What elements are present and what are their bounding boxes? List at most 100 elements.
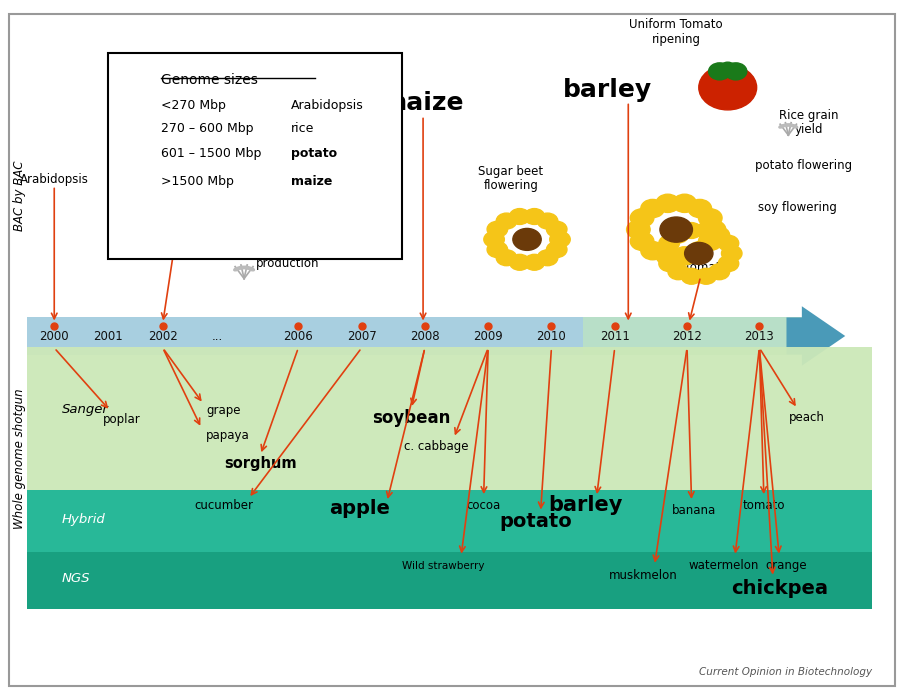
Ellipse shape [247, 267, 254, 271]
Text: 2002: 2002 [148, 330, 177, 342]
FancyBboxPatch shape [27, 346, 871, 553]
Text: Sugar beet
flowering: Sugar beet flowering [478, 164, 543, 193]
FancyBboxPatch shape [27, 490, 871, 553]
Circle shape [658, 256, 678, 272]
Text: tomato: tomato [741, 499, 785, 512]
Text: 601 – 1500 Mbp: 601 – 1500 Mbp [161, 147, 261, 160]
Text: <270 Mbp: <270 Mbp [161, 99, 226, 112]
Text: maize: maize [291, 175, 332, 188]
Text: Uniform Tomato
ripening: Uniform Tomato ripening [628, 18, 722, 46]
Circle shape [681, 223, 701, 239]
Ellipse shape [243, 266, 250, 269]
Text: 2012: 2012 [671, 330, 702, 342]
Text: rice: rice [168, 233, 190, 246]
Text: Wild strawberry: Wild strawberry [401, 561, 484, 570]
Circle shape [496, 213, 517, 229]
Circle shape [667, 227, 688, 243]
Circle shape [487, 221, 507, 237]
Text: soy flowering: soy flowering [757, 200, 835, 214]
Circle shape [536, 250, 557, 266]
Circle shape [698, 65, 756, 110]
FancyBboxPatch shape [9, 14, 894, 686]
Circle shape [656, 247, 679, 265]
Circle shape [629, 232, 653, 251]
Text: c. cabbage: c. cabbage [404, 440, 469, 453]
Circle shape [626, 220, 649, 239]
Text: potato: potato [499, 512, 572, 531]
Circle shape [687, 199, 711, 218]
Circle shape [672, 194, 695, 212]
Text: 2008: 2008 [410, 330, 439, 342]
Text: Current Opinion in Biotechnology: Current Opinion in Biotechnology [698, 667, 871, 677]
Circle shape [487, 241, 507, 258]
Text: apple: apple [329, 499, 390, 519]
Text: watermelon: watermelon [687, 559, 758, 572]
FancyBboxPatch shape [108, 52, 402, 259]
Circle shape [496, 250, 517, 266]
FancyBboxPatch shape [27, 316, 582, 356]
Text: Rice grain
yield: Rice grain yield [778, 108, 838, 136]
Circle shape [640, 199, 664, 218]
Circle shape [656, 194, 679, 212]
Circle shape [483, 232, 504, 247]
Circle shape [524, 209, 544, 225]
Circle shape [718, 235, 738, 251]
Text: 2007: 2007 [347, 330, 376, 342]
Circle shape [672, 247, 695, 265]
Text: ...: ... [211, 330, 222, 342]
Ellipse shape [791, 125, 796, 128]
Circle shape [695, 223, 715, 239]
Text: cocoa: cocoa [466, 499, 500, 512]
Circle shape [509, 209, 529, 225]
Circle shape [698, 209, 721, 227]
Circle shape [695, 268, 715, 284]
Text: Sanger: Sanger [61, 403, 108, 416]
Text: NGS: NGS [61, 573, 90, 585]
Circle shape [658, 235, 678, 251]
Circle shape [509, 254, 529, 270]
Circle shape [667, 264, 688, 280]
Text: BAC by BAC: BAC by BAC [14, 161, 26, 231]
Circle shape [698, 232, 721, 251]
Text: 2013: 2013 [744, 330, 773, 342]
Text: 270 – 600 Mbp: 270 – 600 Mbp [161, 122, 253, 135]
Circle shape [640, 241, 664, 260]
Text: potato flowering: potato flowering [754, 158, 851, 172]
Circle shape [721, 246, 741, 261]
Text: muskmelon: muskmelon [609, 569, 677, 582]
Ellipse shape [782, 124, 788, 127]
Text: Hybrid: Hybrid [61, 513, 105, 526]
Text: barley: barley [548, 496, 622, 515]
Text: grape: grape [206, 405, 240, 417]
Circle shape [708, 63, 730, 80]
Circle shape [524, 254, 544, 270]
Circle shape [655, 246, 675, 261]
Text: Arabidopsis: Arabidopsis [291, 99, 363, 112]
Text: soybean: soybean [372, 409, 450, 427]
Text: sorghum: sorghum [224, 456, 296, 471]
Circle shape [536, 213, 557, 229]
Text: Genome sizes: Genome sizes [161, 73, 257, 87]
Ellipse shape [787, 124, 793, 127]
Text: rice: rice [291, 122, 314, 135]
Text: poplar: poplar [103, 414, 141, 426]
Text: tomato: tomato [684, 261, 728, 274]
Text: Rice grain
production: Rice grain production [256, 241, 319, 270]
Circle shape [708, 227, 729, 243]
Circle shape [684, 242, 712, 265]
FancyArrow shape [786, 307, 844, 365]
Text: potato: potato [291, 147, 337, 160]
Text: 2000: 2000 [40, 330, 69, 342]
Text: papaya: papaya [206, 429, 249, 442]
Circle shape [546, 241, 566, 258]
Circle shape [681, 268, 701, 284]
Ellipse shape [237, 266, 245, 269]
Text: banana: banana [672, 505, 715, 517]
Text: cucumber: cucumber [194, 499, 254, 512]
Text: barley: barley [563, 78, 651, 102]
Text: 2009: 2009 [473, 330, 502, 342]
Circle shape [687, 241, 711, 260]
FancyBboxPatch shape [582, 316, 804, 356]
Ellipse shape [778, 125, 784, 128]
Text: >1500 Mbp: >1500 Mbp [161, 175, 234, 188]
